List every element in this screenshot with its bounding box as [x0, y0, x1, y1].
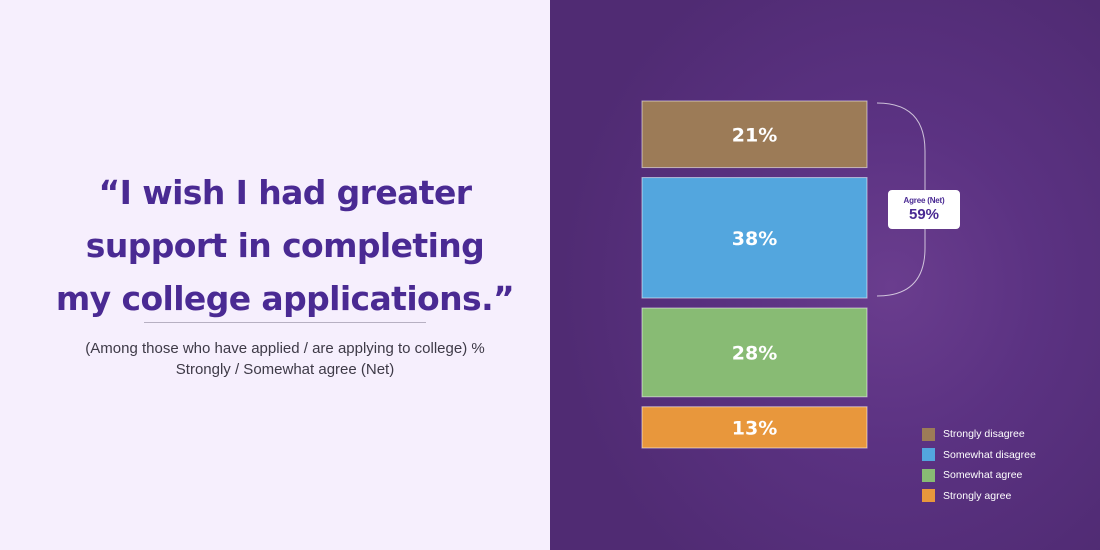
legend-label-strongly-agree: Strongly agree [943, 489, 1012, 502]
quote-line-1: “I wish I had greater [98, 173, 473, 212]
net-agree-label: Agree (Net) [903, 196, 945, 205]
bar-label-strongly-agree: 13% [732, 417, 777, 439]
bar-strongly-disagree [641, 100, 868, 169]
legend: Strongly disagree Somewhat disagree Some… [922, 424, 1036, 506]
net-agree-callout: Agree (Net) 59% [888, 190, 960, 229]
legend-swatch-somewhat-agree [922, 468, 935, 482]
bar-label-strongly-disagree: 21% [732, 124, 777, 146]
legend-item-strongly-disagree: Strongly disagree [922, 424, 1036, 445]
quote-line-2: support in completing [85, 226, 485, 265]
stacked-bar-chart: 21% 38% 28% 13% [641, 100, 926, 449]
bar-label-somewhat-disagree: 38% [732, 228, 777, 250]
caption: (Among those who have applied / are appl… [85, 340, 485, 378]
legend-item-somewhat-agree: Somewhat agree [922, 465, 1036, 486]
left-panel: “I wish I had greater support in complet… [0, 0, 550, 550]
legend-label-strongly-disagree: Strongly disagree [943, 428, 1025, 441]
legend-label-somewhat-agree: Somewhat agree [943, 469, 1023, 482]
chart-panel: 21% 38% 28% 13% Agree (Net) 59% Strongly di… [550, 0, 1100, 550]
net-agree-value: 59% [908, 206, 940, 223]
legend-item-strongly-agree: Strongly agree [922, 486, 1036, 507]
legend-swatch-strongly-disagree [922, 427, 935, 441]
legend-swatch-strongly-agree [922, 489, 935, 503]
bar-label-somewhat-agree: 28% [732, 342, 777, 364]
legend-swatch-somewhat-disagree [922, 448, 935, 462]
quote-line-3: my college applications.” [55, 279, 515, 318]
divider [144, 322, 426, 323]
legend-label-somewhat-disagree: Somewhat disagree [943, 448, 1036, 461]
bar-strongly-agree [641, 406, 868, 449]
legend-item-somewhat-disagree: Somewhat disagree [922, 445, 1036, 466]
bar-somewhat-agree [641, 307, 868, 398]
bar-somewhat-disagree [641, 177, 868, 299]
quote-heading: “I wish I had greater support in complet… [40, 166, 530, 325]
